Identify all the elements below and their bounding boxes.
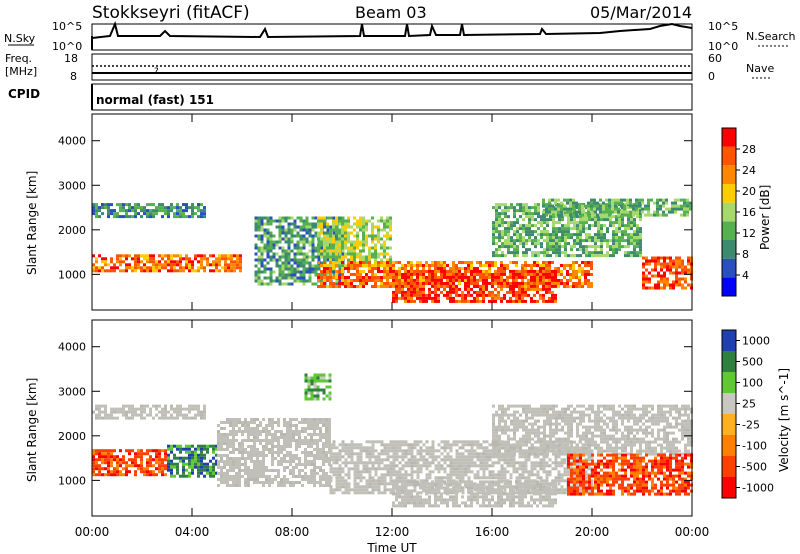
x-tick-label: 04:00 (175, 525, 210, 539)
velocity-band-3 (217, 418, 331, 487)
power-colorbar-segment (722, 165, 736, 184)
power-colorbar-segment (722, 258, 736, 278)
freq-label: Freq. (5, 52, 32, 65)
power-band-0 (92, 254, 242, 273)
velocity-colorbar-segment (722, 372, 736, 393)
cpid-panel: CPID normal (fast) 151 (8, 83, 693, 111)
velocity-ytick-label: 2000 (58, 430, 86, 443)
velocity-colorbar-segment (722, 456, 736, 477)
svg-text:?: ? (154, 67, 159, 77)
nave-label: Nave (746, 62, 774, 75)
nsky-tick-bottom: 10^0 (52, 40, 82, 53)
velocity-colorbar-segment (722, 330, 736, 351)
power-band-5 (392, 269, 557, 303)
nave-tick-bottom: 0 (708, 70, 715, 83)
power-colorbar-tick: 12 (742, 227, 756, 240)
velocity-colorbar-segment (722, 393, 736, 414)
velocity-panel: 4000 3000 2000 1000 Slant Range [km] 1000 50… (25, 114, 791, 554)
velocity-colorbar-tick: 1000 (742, 335, 770, 348)
x-tick-label: 16:00 (475, 525, 510, 539)
power-ytick-label: 3000 (58, 179, 86, 192)
velocity-band-6 (392, 480, 557, 508)
x-tick-label: 12:00 (375, 525, 410, 539)
velocity-colorbar-tick: -1000 (742, 482, 774, 495)
velocity-colorbar-tick: -500 (742, 461, 767, 474)
power-ylabel: Slant Range [km] (25, 171, 39, 275)
nsky-panel: N.Sky 10^5 10^0 10^5 10^0 N.Search (4, 20, 796, 53)
x-tick-label: 08:00 (275, 525, 310, 539)
velocity-colorbar-segment (722, 477, 736, 498)
freq-tick-bottom: 8 (70, 70, 77, 83)
power-colorbar-segment (722, 221, 736, 240)
power-colorbar-segment (722, 146, 736, 166)
velocity-colorbar-segment (722, 414, 736, 435)
station-title: Stokkseyri (fitACF) (92, 3, 250, 23)
nsky-label: N.Sky (4, 32, 36, 45)
velocity-colorbar-label: Velocity [m s^-1] (777, 368, 791, 472)
power-colorbar-label: Power [dB] (758, 185, 772, 250)
power-ytick-label: 2000 (58, 224, 86, 237)
freq-unit: [MHz] (5, 65, 37, 78)
power-colorbar-tick: 16 (742, 206, 756, 219)
power-heatmap (92, 198, 693, 303)
x-tick-label: 20:00 (575, 525, 610, 539)
x-axis-label: Time UT (366, 541, 417, 554)
velocity-colorbar-tick: 25 (742, 398, 756, 411)
power-ytick-label: 4000 (58, 135, 86, 148)
time-x-axis: 00:00 04:00 08:00 12:00 16:00 20:00 00:00 (75, 114, 710, 539)
velocity-y-axis: 4000 3000 2000 1000 (58, 341, 692, 487)
power-colorbar-segment (722, 277, 736, 296)
velocity-colorbar-segment (722, 435, 736, 456)
beam-title: Beam 03 (355, 3, 427, 22)
freq-tick-top: 18 (64, 52, 78, 65)
power-y-axis: 4000 3000 2000 1000 (58, 135, 692, 281)
power-colorbar-segment (722, 240, 736, 259)
nsearch-tick-bottom: 10^0 (708, 40, 738, 53)
power-colorbar-segment (722, 128, 736, 147)
velocity-ylabel: Slant Range [km] (25, 378, 39, 482)
date-title: 05/Mar/2014 (590, 3, 692, 22)
power-ytick-label: 1000 (58, 268, 86, 281)
power-colorbar-tick: 20 (742, 185, 756, 198)
velocity-colorbar-tick: -100 (742, 440, 767, 453)
power-band-1 (92, 203, 206, 219)
power-band-7 (642, 256, 693, 290)
power-colorbar-tick: 28 (742, 143, 756, 156)
velocity-heatmap (92, 373, 693, 508)
x-tick-label: 00:00 (75, 525, 110, 539)
velocity-colorbar-tick: -25 (742, 419, 760, 432)
velocity-band-2 (92, 404, 206, 420)
cpid-mode: normal (fast) 151 (96, 93, 214, 107)
velocity-ytick-label: 3000 (58, 385, 86, 398)
nave-tick-top: 60 (708, 52, 722, 65)
x-tick-label: 00:00 (675, 525, 710, 539)
power-colorbar-tick: 8 (742, 248, 749, 261)
velocity-band-1 (167, 444, 218, 478)
nsearch-tick-top: 10^5 (708, 20, 738, 33)
nsky-tick-top: 10^5 (52, 20, 82, 33)
nsearch-label: N.Search (746, 30, 796, 43)
velocity-band-0 (92, 449, 167, 477)
freq-panel: Freq. [MHz] 18 8 60 0 Nave ? (5, 52, 774, 83)
power-colorbar: 28 24 20 16 12 8 4 (721, 127, 756, 297)
velocity-ytick-label: 4000 (58, 341, 86, 354)
power-panel: 4000 3000 2000 1000 Slant Range [km] 28 24 20… (25, 113, 772, 311)
velocity-colorbar-tick: 500 (742, 356, 763, 369)
velocity-colorbar-tick: 100 (742, 377, 763, 390)
velocity-ytick-label: 1000 (58, 474, 86, 487)
velocity-band-4 (304, 373, 332, 401)
velocity-colorbar: 1000 500 100 25 -25 -100 -500 -1000 (721, 329, 774, 499)
power-colorbar-segment (722, 202, 736, 222)
velocity-colorbar-segment (722, 351, 736, 372)
power-colorbar-tick: 24 (742, 164, 756, 177)
cpid-label: CPID (8, 87, 40, 101)
velocity-band-8 (567, 453, 693, 496)
velocity-band-7 (492, 404, 693, 456)
power-colorbar-segment (722, 184, 736, 203)
nsky-trace (91, 20, 693, 39)
power-band-8 (542, 198, 692, 217)
power-colorbar-tick: 4 (742, 269, 749, 282)
